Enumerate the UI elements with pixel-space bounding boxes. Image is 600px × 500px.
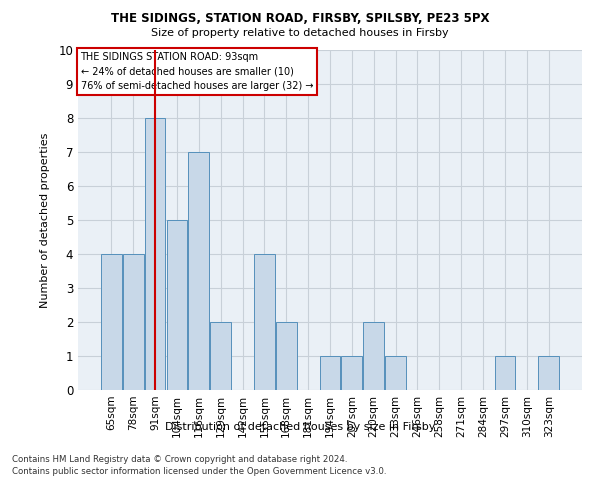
Y-axis label: Number of detached properties: Number of detached properties	[40, 132, 50, 308]
Bar	[276, 322, 296, 390]
Bar	[101, 254, 122, 390]
Bar	[167, 220, 187, 390]
Text: THE SIDINGS STATION ROAD: 93sqm
← 24% of detached houses are smaller (10)
76% of: THE SIDINGS STATION ROAD: 93sqm ← 24% of…	[80, 52, 313, 92]
Bar	[123, 254, 143, 390]
Bar	[320, 356, 340, 390]
Text: Size of property relative to detached houses in Firsby: Size of property relative to detached ho…	[151, 28, 449, 38]
Text: Contains HM Land Registry data © Crown copyright and database right 2024.: Contains HM Land Registry data © Crown c…	[12, 455, 347, 464]
Bar	[364, 322, 384, 390]
Bar	[385, 356, 406, 390]
Text: Distribution of detached houses by size in Firsby: Distribution of detached houses by size …	[165, 422, 435, 432]
Text: Contains public sector information licensed under the Open Government Licence v3: Contains public sector information licen…	[12, 468, 386, 476]
Bar	[538, 356, 559, 390]
Bar	[254, 254, 275, 390]
Bar	[145, 118, 166, 390]
Bar	[210, 322, 231, 390]
Bar	[494, 356, 515, 390]
Bar	[188, 152, 209, 390]
Bar	[341, 356, 362, 390]
Text: THE SIDINGS, STATION ROAD, FIRSBY, SPILSBY, PE23 5PX: THE SIDINGS, STATION ROAD, FIRSBY, SPILS…	[111, 12, 489, 26]
